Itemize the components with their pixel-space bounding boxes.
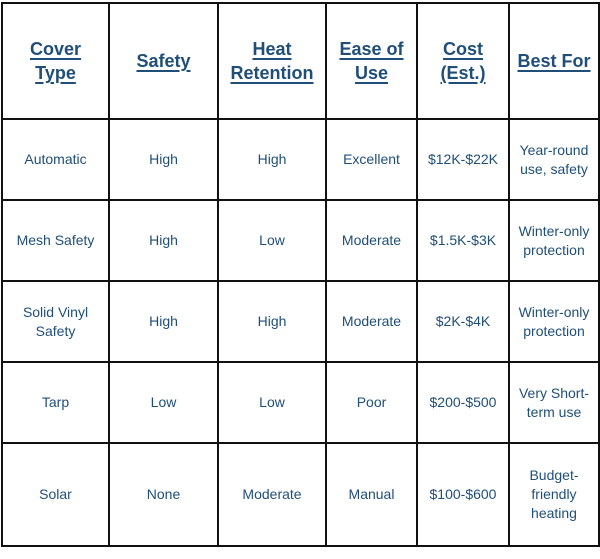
cell-safety: High	[108, 280, 219, 363]
cell-ease-of-use: Poor	[325, 361, 418, 444]
cell-safety: Low	[108, 361, 219, 444]
cell-heat-retention: Low	[217, 361, 327, 444]
cell-cover-type: Solar	[1, 442, 110, 547]
table-row: Solar None Moderate Manual $100-$600 Bud…	[1, 442, 600, 547]
header-cover-type: Cover Type	[1, 2, 110, 120]
header-heat-retention: Heat Retention	[217, 2, 327, 120]
pool-cover-comparison-table: Cover Type Safety Heat Retention Ease of…	[1, 2, 600, 547]
header-cost: Cost (Est.)	[416, 2, 510, 120]
cell-best-for: Budget-friendly heating	[508, 442, 600, 547]
table-row: Solid Vinyl Safety High High Moderate $2…	[1, 280, 600, 363]
header-row: Cover Type Safety Heat Retention Ease of…	[1, 2, 600, 120]
cell-cost: $1.5K-$3K	[416, 199, 510, 282]
cell-ease-of-use: Moderate	[325, 199, 418, 282]
cell-best-for: Year-round use, safety	[508, 118, 600, 201]
cell-cost: $2K-$4K	[416, 280, 510, 363]
cell-cost: $12K-$22K	[416, 118, 510, 201]
table-row: Mesh Safety High Low Moderate $1.5K-$3K …	[1, 199, 600, 282]
cell-cost: $100-$600	[416, 442, 510, 547]
cell-cover-type: Mesh Safety	[1, 199, 110, 282]
cell-heat-retention: High	[217, 280, 327, 363]
cell-best-for: Winter-only protection	[508, 280, 600, 363]
table-row: Tarp Low Low Poor $200-$500 Very Short-t…	[1, 361, 600, 444]
cell-best-for: Winter-only protection	[508, 199, 600, 282]
header-safety: Safety	[108, 2, 219, 120]
cell-ease-of-use: Excellent	[325, 118, 418, 201]
cell-cost: $200-$500	[416, 361, 510, 444]
cell-heat-retention: Low	[217, 199, 327, 282]
cell-ease-of-use: Moderate	[325, 280, 418, 363]
cell-safety: High	[108, 199, 219, 282]
cell-heat-retention: High	[217, 118, 327, 201]
cell-cover-type: Automatic	[1, 118, 110, 201]
header-ease-of-use: Ease of Use	[325, 2, 418, 120]
header-best-for: Best For	[508, 2, 600, 120]
cell-best-for: Very Short-term use	[508, 361, 600, 444]
cell-cover-type: Tarp	[1, 361, 110, 444]
table-row: Automatic High High Excellent $12K-$22K …	[1, 118, 600, 201]
cell-heat-retention: Moderate	[217, 442, 327, 547]
cell-cover-type: Solid Vinyl Safety	[1, 280, 110, 363]
cell-safety: None	[108, 442, 219, 547]
cell-safety: High	[108, 118, 219, 201]
cell-ease-of-use: Manual	[325, 442, 418, 547]
